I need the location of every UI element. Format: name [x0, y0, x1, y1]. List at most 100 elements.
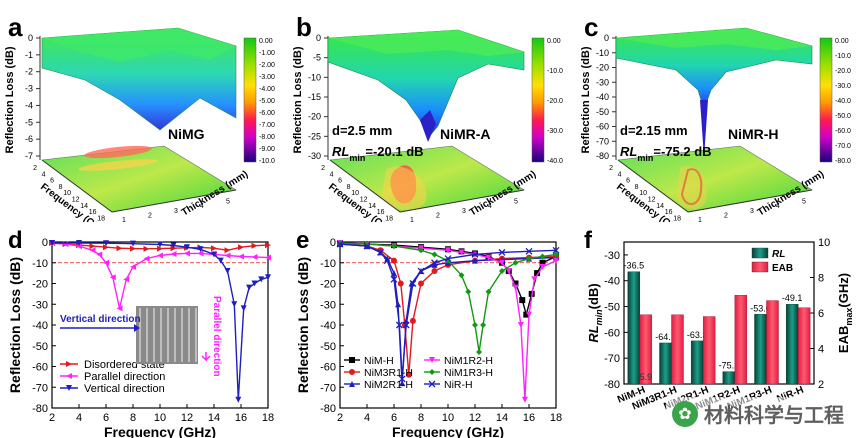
data-point: [553, 257, 559, 264]
y-tick-label: -10: [32, 258, 48, 270]
freq-tick-label: 14: [368, 203, 376, 210]
data-point: [76, 243, 82, 250]
bar-label-rl: -75.2: [719, 361, 740, 371]
data-point: [251, 280, 258, 287]
data-point: [445, 257, 451, 264]
floor-hotspot: [84, 145, 152, 159]
freq-tick-label: 6: [338, 178, 342, 185]
panel-d: d 2 4 6 8 10 12 14 16 18 0 -10 -20 -30 -40 -50 -60 -70 -80…: [0, 224, 288, 438]
panel-letter: f: [584, 227, 593, 254]
bar-eab: [702, 316, 716, 385]
y-tick-label-left: -40: [604, 276, 620, 288]
data-point: [170, 242, 177, 249]
data-point: [103, 244, 109, 251]
data-point: [395, 321, 403, 329]
freq-tick-label: 2: [33, 165, 37, 172]
floor-band: [78, 159, 158, 171]
x-tick-label: 14: [208, 412, 220, 424]
data-point: [471, 250, 479, 258]
data-point: [143, 255, 150, 262]
data-point: [265, 242, 271, 249]
data-point: [417, 267, 425, 275]
bar-label-rl: -53.0: [750, 303, 771, 313]
thickness-tick-label: 5: [802, 199, 806, 206]
freq-tick-label: 6: [50, 178, 54, 185]
panel-letter: d: [8, 227, 23, 254]
y-tick-label: -60: [320, 362, 336, 374]
data-point: [498, 248, 506, 256]
y-tick-label: -30: [32, 299, 48, 311]
bar-label-rl: -49.1: [782, 293, 803, 303]
data-point: [123, 276, 130, 283]
colorbar-label: 0.00: [259, 38, 273, 45]
freq-tick-label: 12: [72, 197, 80, 204]
thickness-tick-label: 1: [410, 217, 414, 222]
watermark-text: 材料科学与工程: [704, 403, 844, 427]
panel-c: c 0 -10 -20 -30 -40 -50 -60 -70 -80 Reflection Los…: [576, 0, 864, 222]
thickness-axis: [399, 189, 525, 213]
data-point: [258, 276, 265, 283]
z-tick-label: 0: [604, 33, 609, 43]
freq-tick-label: 12: [360, 197, 368, 204]
data-point: [116, 245, 123, 252]
legend-swatch: [751, 247, 769, 259]
data-point: [534, 270, 541, 277]
data-point: [349, 357, 355, 363]
data-point: [458, 272, 465, 279]
legend-label: NiM2R1-H: [364, 379, 413, 391]
y-tick-label: -50: [32, 341, 48, 353]
y-tick-label-right: 10: [818, 237, 830, 249]
annotation-vertical: Vertical direction: [60, 314, 141, 325]
data-point: [552, 246, 560, 254]
z-tick-label: -5: [25, 117, 33, 127]
y-tick-label-right: 4: [818, 344, 824, 356]
sample-name: NiMR-A: [440, 126, 491, 142]
thickness-tick-label: 3: [174, 208, 178, 215]
sample-name: NiMG: [168, 126, 205, 142]
y-tick-label-right: 8: [818, 273, 824, 285]
x-axis-label: Frequency (GHz): [104, 424, 216, 438]
data-point: [428, 380, 436, 388]
colorbar-label: -40.0: [835, 98, 851, 105]
z-tick-label: -4: [25, 100, 33, 110]
freq-tick-label: 2: [321, 165, 325, 172]
colorbar-label: -6.00: [259, 110, 275, 117]
thickness-tick-label: 4: [200, 203, 204, 210]
y-tick-label: 0: [330, 237, 336, 249]
z-axis-label: Reflection Loss (dB): [4, 46, 16, 153]
z-tick-label: -40: [596, 92, 609, 102]
colorbar-label: -8.00: [259, 134, 275, 141]
thickness-note: d=2.15 mm: [620, 123, 688, 138]
z-tick-label: -15: [308, 92, 321, 102]
data-point: [523, 311, 530, 318]
data-point: [143, 245, 150, 252]
sample-name: NiMR-H: [728, 126, 779, 142]
z-tick-label: -10: [596, 48, 609, 58]
data-point: [402, 321, 410, 329]
colorbar-label: -5.00: [259, 98, 275, 105]
data-point: [390, 275, 398, 283]
bar-rl: [627, 271, 641, 385]
bar-rl: [785, 304, 799, 385]
data-point: [395, 301, 402, 308]
data-point: [526, 255, 532, 262]
data-point: [512, 280, 519, 287]
x-tick-label: 12: [181, 412, 193, 424]
freq-tick-label: 4: [618, 171, 622, 178]
surface-top: [328, 30, 524, 56]
thickness-tick-label: 3: [750, 208, 754, 215]
freq-tick-label: 6: [626, 178, 630, 185]
data-point: [384, 255, 391, 262]
z-tick-label: -3: [25, 84, 33, 94]
data-point: [103, 240, 109, 247]
parallel-arrow: [201, 352, 211, 362]
y-tick-label: -10: [320, 258, 336, 270]
colorbar-label: -50.0: [835, 113, 851, 120]
z-tick-label: -20: [308, 112, 321, 122]
data-point: [265, 274, 271, 281]
thickness-tick-label: 1: [122, 217, 126, 222]
colorbar-label: -80.0: [835, 158, 851, 165]
floor-band: [382, 166, 427, 211]
x-tick-label: 12: [469, 412, 481, 424]
watermark: ✿ 材料科学与工程: [666, 397, 850, 430]
